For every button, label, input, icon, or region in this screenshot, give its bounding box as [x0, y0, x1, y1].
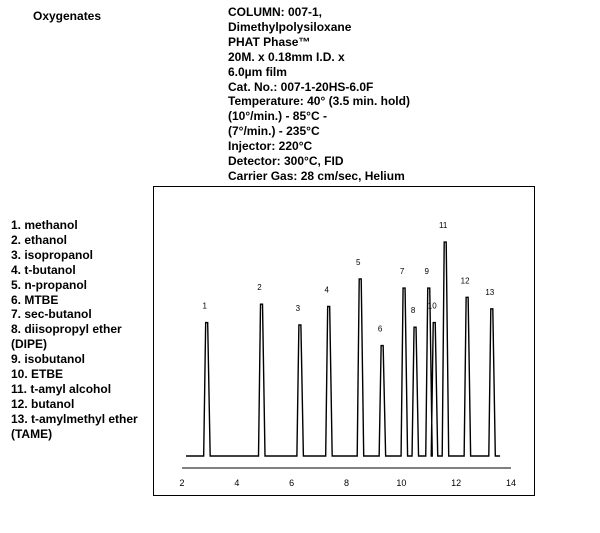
legend-entry-line: (DIPE)	[11, 337, 47, 352]
peak-label: 13	[485, 288, 494, 297]
spec-line: COLUMN: 007-1,	[228, 5, 323, 19]
legend-entry-line: 6. MTBE	[11, 292, 59, 307]
peak-label: 9	[425, 267, 430, 276]
spec-line: Injector: 220°C	[228, 139, 313, 154]
spec-line: 20M. x 0.18mm I.D. x	[228, 49, 345, 64]
spec-line: Carrier Gas: 28 cm/sec, Helium	[228, 168, 405, 183]
legend-entry-line: 9. isobutanol	[11, 352, 86, 367]
peak-label: 10	[428, 302, 437, 311]
chromatogram-frame: 1 2 3 4 5 6 7 8 9 10 11 12 13 2 4 6 8 10 12 14	[153, 186, 535, 496]
peak-label: 7	[400, 267, 405, 276]
x-tick-label: 12	[451, 478, 461, 488]
x-tick-label: 10	[396, 478, 406, 488]
peak-label: 2	[257, 283, 262, 292]
spec-line: PHAT Phase™	[228, 34, 311, 49]
legend-entry-line: 3. isopropanol	[11, 247, 94, 262]
peak-label: 3	[296, 304, 301, 313]
spec-line: (7°/min.) - 235°C	[228, 124, 320, 139]
chart-title: Oxygenates	[33, 9, 102, 23]
peak-label: 11	[439, 221, 448, 230]
peak-label: 5	[356, 258, 361, 267]
x-tick-label: 8	[344, 478, 349, 488]
legend-entry-line: 1. methanol	[11, 218, 78, 232]
peak-label: 1	[202, 302, 207, 311]
legend-entry-line: 10. ETBE	[11, 367, 64, 382]
legend-entry-line: 11. t-amyl alcohol	[11, 381, 112, 396]
legend-entry-line: 8. diisopropyl ether	[11, 322, 122, 337]
peak-label: 6	[378, 325, 383, 334]
chromatogram-trace	[186, 241, 501, 457]
legend-entry-line: 12. butanol	[11, 396, 75, 411]
spec-line: Cat. No.: 007-1-20HS-6.0F	[228, 79, 374, 94]
legend-entry-line: 13. t-amylmethyl ether	[11, 411, 138, 426]
peak-label: 4	[324, 286, 329, 295]
x-tick-label: 6	[289, 478, 294, 488]
legend-entry-line: (TAME)	[11, 426, 53, 441]
spec-line: (10°/min.) - 85°C -	[228, 109, 327, 124]
legend-entry-line: 2. ethanol	[11, 232, 68, 247]
spec-line: 6.0µm film	[228, 64, 287, 79]
peak-label: 8	[411, 306, 416, 315]
legend-entry-line: 5. n-propanol	[11, 277, 87, 292]
spec-line: Dimethylpolysiloxane	[228, 19, 352, 34]
legend-entry-line: 7. sec-butanol	[11, 307, 92, 322]
column-specifications: COLUMN: 007-1, Dimethylpolysiloxane PHAT P…	[228, 5, 410, 184]
peak-label: 12	[461, 276, 470, 285]
x-tick-label: 14	[506, 478, 516, 488]
spec-line: Temperature: 40° (3.5 min. hold)	[228, 94, 410, 109]
legend-entry-line: 4. t-butanol	[11, 262, 76, 277]
peak-legend: 1. methanol 2. ethanol 3. isopropanol 4. t-…	[11, 218, 138, 442]
x-tick-label: 4	[234, 478, 239, 488]
x-tick-label: 2	[179, 478, 184, 488]
spec-line: Detector: 300°C, FID	[228, 154, 344, 169]
